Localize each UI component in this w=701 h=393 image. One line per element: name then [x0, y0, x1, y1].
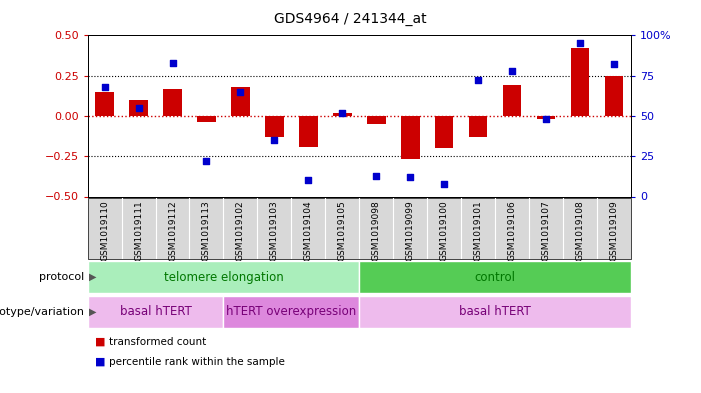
Point — [574, 40, 585, 47]
Point — [506, 68, 517, 74]
Point — [540, 116, 552, 122]
Text: ▶: ▶ — [89, 272, 97, 282]
Text: ▶: ▶ — [89, 307, 97, 317]
Bar — [224, 296, 359, 328]
Bar — [469, 116, 487, 137]
Point — [133, 105, 144, 111]
Text: GSM1019101: GSM1019101 — [474, 200, 482, 261]
Text: GSM1019109: GSM1019109 — [609, 200, 618, 261]
Bar — [299, 116, 318, 147]
Point — [336, 110, 348, 116]
Text: GSM1019106: GSM1019106 — [508, 200, 517, 261]
Bar — [503, 85, 522, 116]
Bar — [197, 116, 216, 122]
Text: genotype/variation: genotype/variation — [0, 307, 84, 317]
Point — [472, 77, 484, 84]
Bar — [537, 116, 555, 119]
Bar — [88, 296, 224, 328]
Point — [268, 137, 280, 143]
Text: protocol: protocol — [39, 272, 84, 282]
Bar — [88, 261, 359, 293]
Bar — [163, 89, 182, 116]
Text: ■: ■ — [95, 356, 105, 367]
Text: hTERT overexpression: hTERT overexpression — [226, 305, 357, 318]
Text: GSM1019105: GSM1019105 — [338, 200, 347, 261]
Point — [439, 180, 450, 187]
Text: GSM1019108: GSM1019108 — [576, 200, 585, 261]
Point — [608, 61, 620, 68]
Text: telomere elongation: telomere elongation — [163, 270, 283, 284]
Bar — [231, 87, 250, 116]
Point — [303, 177, 314, 184]
Point — [167, 60, 178, 66]
Text: GSM1019104: GSM1019104 — [304, 200, 313, 261]
Point — [201, 158, 212, 164]
Text: GSM1019098: GSM1019098 — [372, 200, 381, 261]
Text: percentile rank within the sample: percentile rank within the sample — [109, 356, 285, 367]
Text: GSM1019113: GSM1019113 — [202, 200, 211, 261]
Text: transformed count: transformed count — [109, 337, 206, 347]
Text: GSM1019111: GSM1019111 — [134, 200, 143, 261]
Text: GSM1019110: GSM1019110 — [100, 200, 109, 261]
Point — [235, 88, 246, 95]
Text: basal hTERT: basal hTERT — [120, 305, 191, 318]
Text: GSM1019103: GSM1019103 — [270, 200, 279, 261]
Bar — [129, 100, 148, 116]
Text: GSM1019107: GSM1019107 — [541, 200, 550, 261]
Bar — [359, 261, 631, 293]
Text: basal hTERT: basal hTERT — [459, 305, 531, 318]
Bar — [435, 116, 454, 148]
Text: GSM1019099: GSM1019099 — [406, 200, 415, 261]
Bar — [265, 116, 284, 137]
Text: GSM1019102: GSM1019102 — [236, 200, 245, 261]
Bar — [359, 296, 631, 328]
Bar — [604, 75, 623, 116]
Bar — [401, 116, 419, 160]
Text: GSM1019100: GSM1019100 — [440, 200, 449, 261]
Point — [99, 84, 110, 90]
Point — [371, 173, 382, 179]
Bar — [333, 113, 352, 116]
Bar — [95, 92, 114, 116]
Bar — [367, 116, 386, 124]
Text: GDS4964 / 241344_at: GDS4964 / 241344_at — [274, 12, 427, 26]
Text: ■: ■ — [95, 337, 105, 347]
Bar — [571, 48, 590, 116]
Point — [404, 174, 416, 180]
Text: GSM1019112: GSM1019112 — [168, 200, 177, 261]
Text: control: control — [475, 270, 515, 284]
